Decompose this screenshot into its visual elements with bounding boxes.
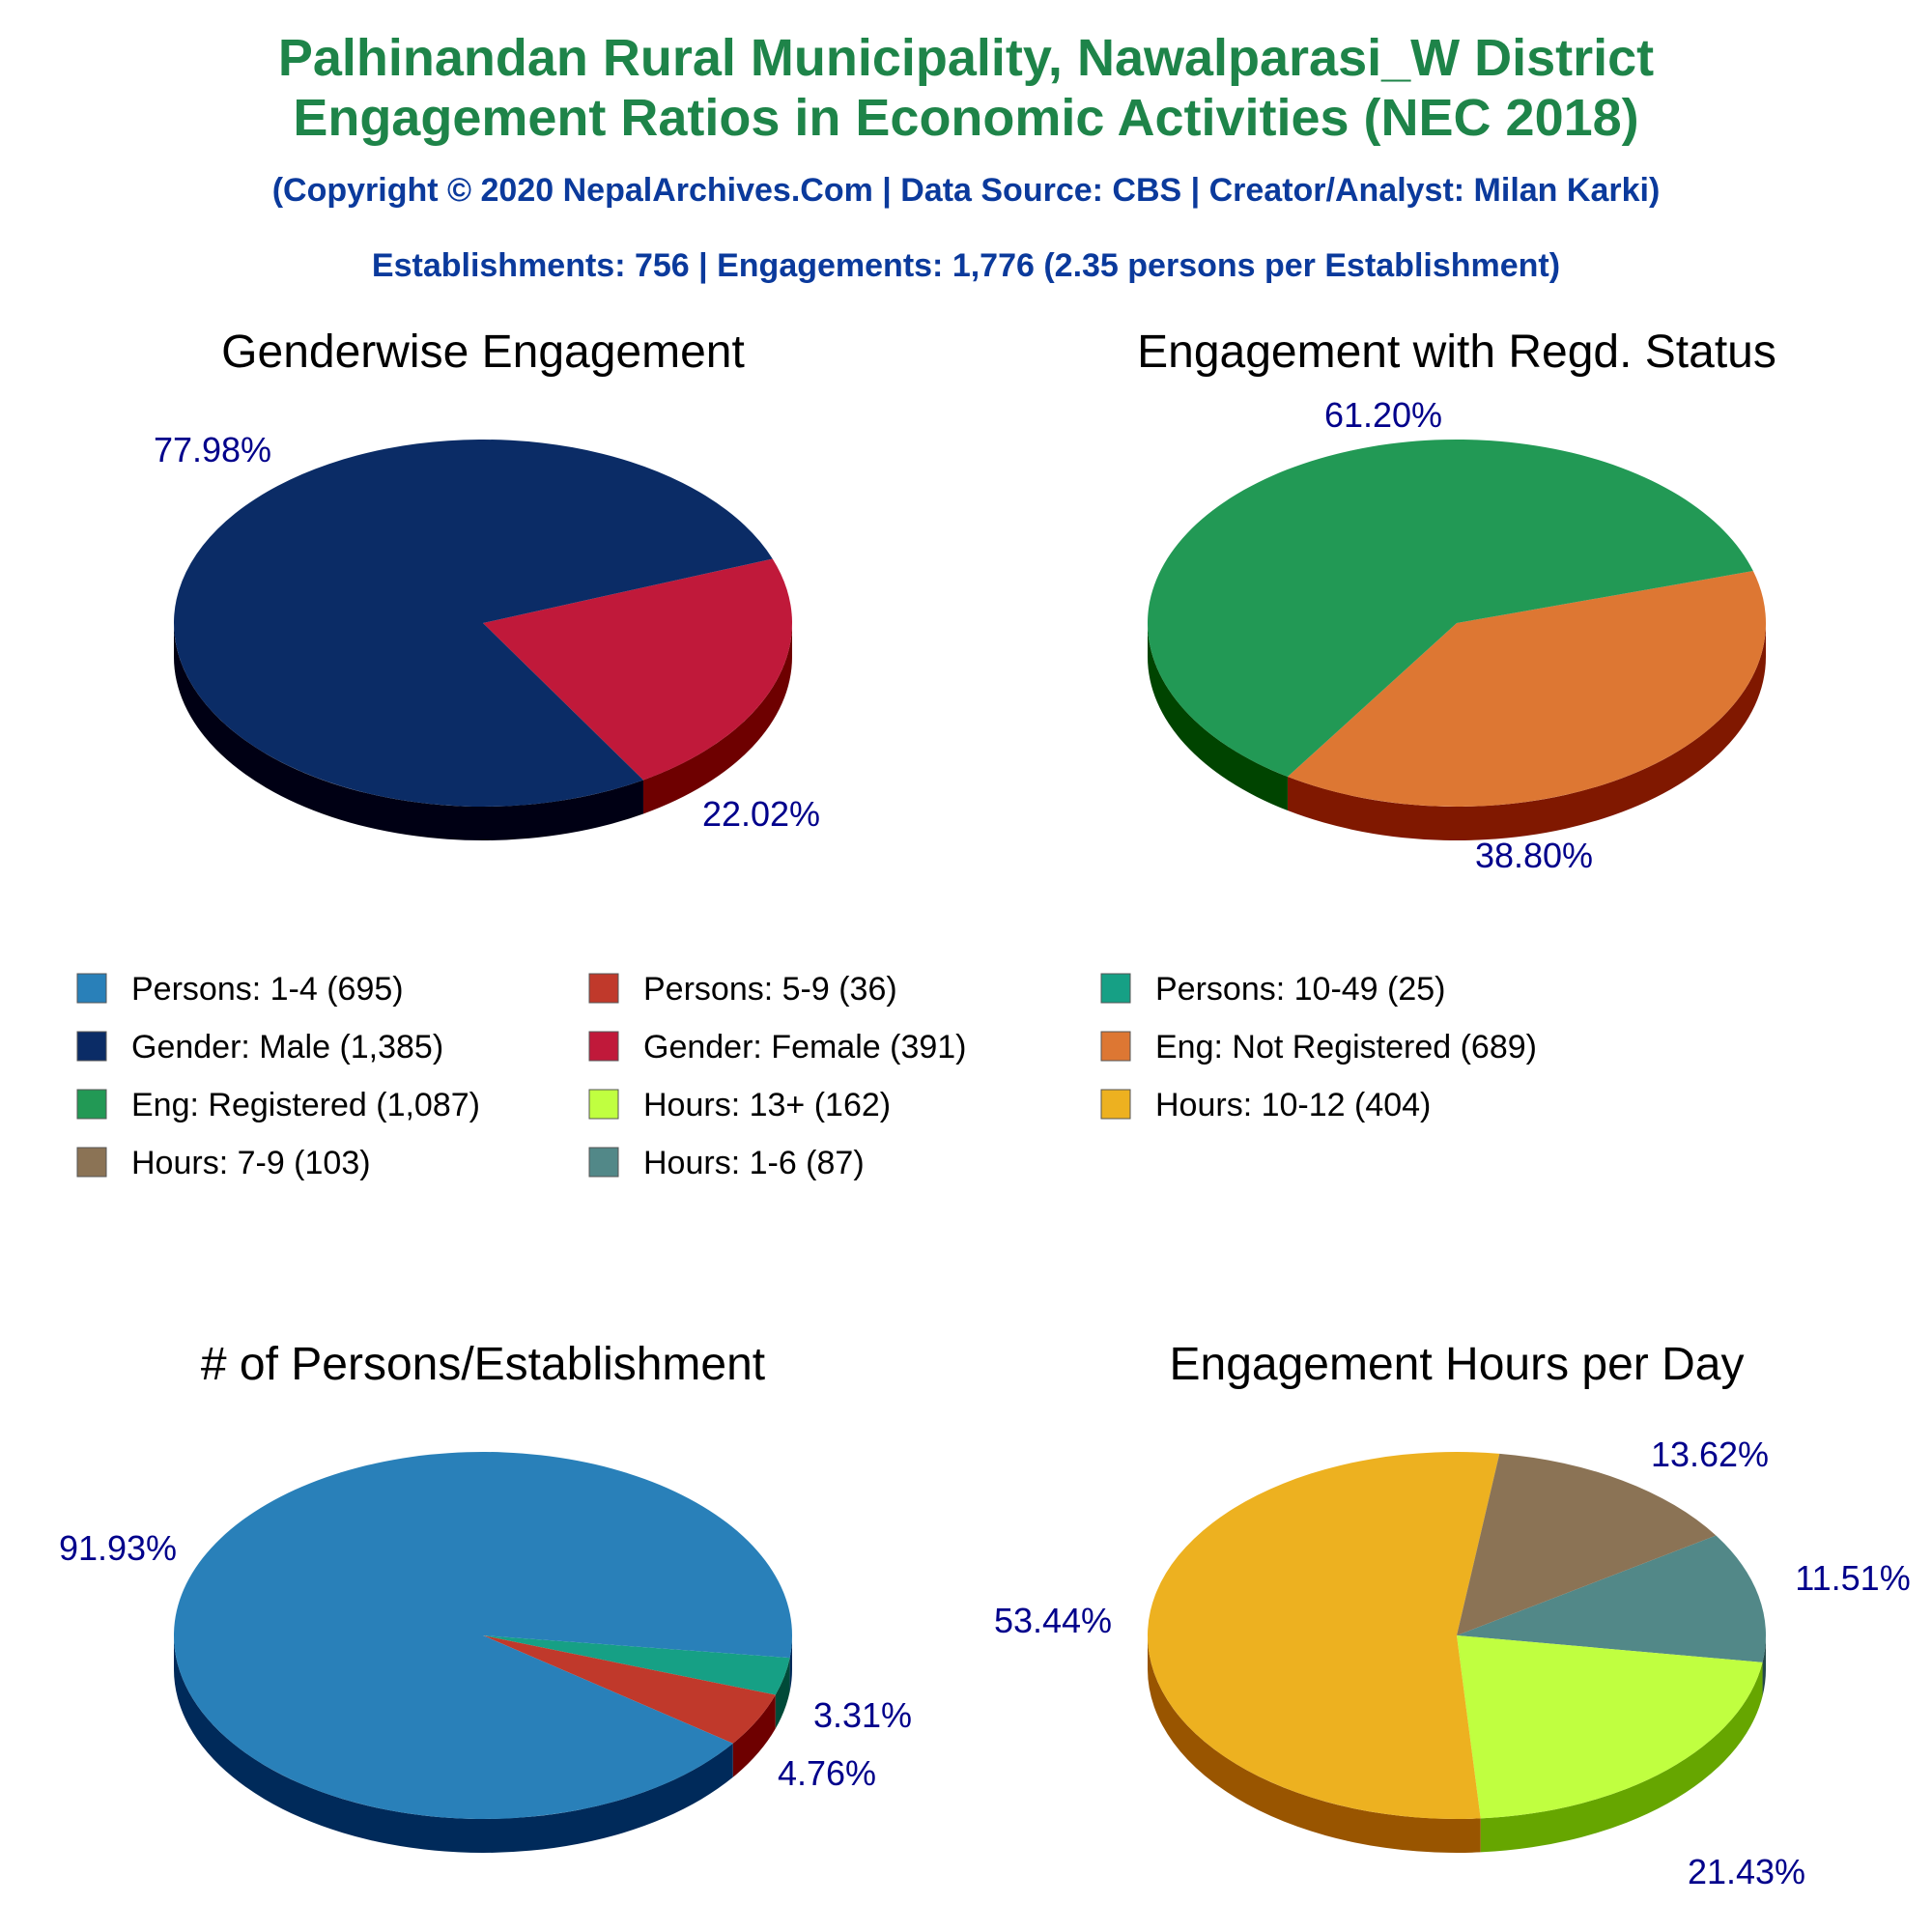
- pie-slice-hours-13: [1457, 1635, 1763, 1819]
- legend-label: Eng: Not Registered (689): [1155, 1029, 1537, 1065]
- pie-title: Engagement with Regd. Status: [1137, 327, 1776, 378]
- legend-label: Hours: 1-6 (87): [643, 1145, 865, 1181]
- pie-label-eng-not-registered: 38.80%: [1475, 836, 1593, 875]
- pie-side-hours-13: [1480, 1662, 1763, 1853]
- pie-label-hours-10-12: 53.44%: [994, 1601, 1112, 1640]
- pie-label-gender-female: 22.02%: [702, 794, 820, 834]
- legend-swatch: [76, 1147, 107, 1178]
- summary-line: Establishments: 756 | Engagements: 1,776…: [372, 247, 1560, 284]
- pie-charts: Genderwise Engagement 22.02% 77.98% Engagem…: [59, 327, 1911, 1891]
- legend-label: Gender: Female (391): [643, 1029, 967, 1065]
- legend-swatch: [76, 973, 107, 1004]
- pie-slice-eng-registered: [1147, 439, 1753, 778]
- pie-genderwise-engagement: Genderwise Engagement 22.02% 77.98%: [154, 327, 820, 841]
- legend-label: Hours: 10-12 (404): [1155, 1087, 1431, 1123]
- pie-side-walls: [173, 623, 792, 841]
- legend-item-eng-registered-1-087: Eng: Registered (1,087): [76, 1087, 480, 1123]
- legend-swatch: [588, 973, 619, 1004]
- legend: Persons: 1-4 (695) Persons: 5-9 (36) Perso…: [76, 971, 1537, 1181]
- legend-swatch: [588, 1031, 619, 1062]
- pie-label-gender-male: 77.98%: [154, 430, 271, 469]
- pie-slice-hours-7-9: [1457, 1453, 1717, 1635]
- pie-slice-hours-1-6: [1457, 1535, 1767, 1662]
- legend-item-hours-7-9-103: Hours: 7-9 (103): [76, 1145, 371, 1181]
- pie-label-eng-registered: 61.20%: [1324, 395, 1442, 435]
- legend-label: Persons: 1-4 (695): [131, 971, 404, 1008]
- legend-label: Persons: 5-9 (36): [643, 971, 897, 1008]
- pie-slice-persons-1-4: [173, 1452, 792, 1819]
- pie-side-walls: [174, 1635, 792, 1853]
- pie-side-gender-female: [642, 623, 792, 814]
- legend-label: Gender: Male (1,385): [131, 1029, 443, 1065]
- pie-slice-gender-female: [483, 558, 793, 781]
- legend-swatch: [1100, 1089, 1131, 1120]
- pie-slice-persons-10-49: [483, 1635, 790, 1695]
- pie-side-eng-registered: [1148, 623, 1288, 811]
- legend-swatch: [1100, 1031, 1131, 1062]
- legend-item-gender-female-391: Gender: Female (391): [588, 1029, 967, 1065]
- pie-slice-gender-male: [174, 440, 773, 807]
- pie-slice-hours-10-12: [1148, 1452, 1500, 1819]
- pie-title: Genderwise Engagement: [221, 327, 745, 378]
- legend-label: Hours: 7-9 (103): [131, 1145, 371, 1181]
- pie-side-gender-male: [173, 623, 643, 841]
- copyright-line: (Copyright © 2020 NepalArchives.Com | Da…: [272, 172, 1661, 209]
- pie-label-hours-1-6: 11.51%: [1795, 1558, 1910, 1598]
- pie-side-hours-10-12: [1148, 1635, 1481, 1854]
- legend-item-persons-1-4-695: Persons: 1-4 (695): [76, 971, 404, 1008]
- legend-label: Persons: 10-49 (25): [1155, 971, 1446, 1008]
- pie-side-persons-10-49: [775, 1658, 790, 1729]
- legend-label: Eng: Registered (1,087): [131, 1087, 480, 1123]
- pie-slice-eng-not-registered: [1287, 571, 1766, 807]
- legend-item-eng-not-registered-689: Eng: Not Registered (689): [1100, 1029, 1537, 1065]
- pie-side-hours-1-6: [1762, 1635, 1766, 1696]
- pie-of-persons-establishment: # of Persons/Establishment 3.31% 4.76% 91.9…: [59, 1339, 912, 1853]
- legend-swatch: [1100, 973, 1131, 1004]
- chart-title-line1: Palhinandan Rural Municipality, Nawalpar…: [278, 29, 1654, 87]
- pie-side-persons-1-4: [174, 1635, 733, 1853]
- legend-swatch: [588, 1147, 619, 1178]
- pie-label-hours-7-9: 13.62%: [1651, 1435, 1769, 1474]
- pie-title: # of Persons/Establishment: [201, 1339, 765, 1390]
- pie-engagement-hours-per-day: Engagement Hours per Day 11.51% 21.43% 53.4…: [994, 1339, 1911, 1891]
- pie-engagement-with-regd-status: Engagement with Regd. Status 38.80% 61.20%: [1137, 327, 1776, 875]
- legend-item-gender-male-1-385: Gender: Male (1,385): [76, 1029, 443, 1065]
- legend-item-hours-13-162: Hours: 13+ (162): [588, 1087, 891, 1123]
- legend-swatch: [76, 1031, 107, 1062]
- legend-label: Hours: 13+ (162): [643, 1087, 891, 1123]
- legend-item-hours-1-6-87: Hours: 1-6 (87): [588, 1145, 865, 1181]
- pie-side-walls: [1148, 1635, 1766, 1854]
- pie-side-persons-5-9: [732, 1694, 776, 1777]
- pie-slice-persons-5-9: [483, 1635, 776, 1744]
- pie-label-hours-13: 21.43%: [1688, 1852, 1805, 1891]
- legend-item-persons-10-49-25: Persons: 10-49 (25): [1100, 971, 1446, 1008]
- legend-swatch: [76, 1089, 107, 1120]
- pie-label-persons-5-9: 4.76%: [778, 1753, 876, 1793]
- legend-item-hours-10-12-404: Hours: 10-12 (404): [1100, 1087, 1431, 1123]
- pie-side-persons-1-4: [789, 1635, 792, 1692]
- chart-title-line2: Engagement Ratios in Economic Activities…: [293, 89, 1638, 147]
- pie-title: Engagement Hours per Day: [1170, 1339, 1745, 1390]
- legend-item-persons-5-9-36: Persons: 5-9 (36): [588, 971, 897, 1008]
- pie-side-eng-not-registered: [1287, 623, 1766, 840]
- pie-side-walls: [1148, 623, 1766, 840]
- legend-swatch: [588, 1089, 619, 1120]
- pie-label-persons-10-49: 3.31%: [813, 1695, 912, 1735]
- pie-label-persons-1-4: 91.93%: [59, 1528, 177, 1568]
